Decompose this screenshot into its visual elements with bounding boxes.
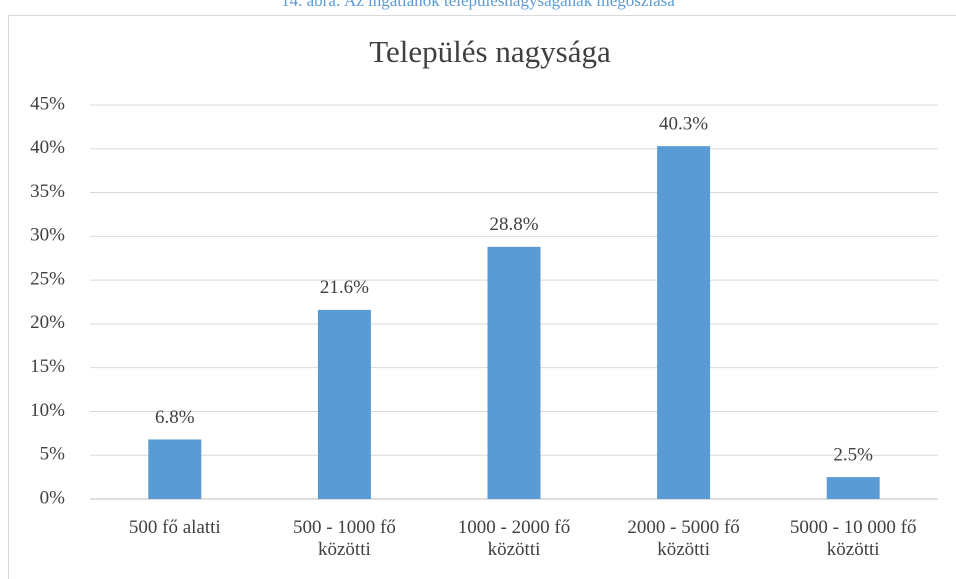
data-label: 21.6%	[320, 277, 369, 298]
y-tick-label: 5%	[40, 444, 66, 465]
data-label: 6.8%	[155, 407, 195, 428]
x-tick-label: 500 fő alatti	[128, 517, 221, 538]
x-tick-label: 5000 - 10 000 fő közötti	[789, 517, 917, 560]
y-tick-label: 30%	[30, 225, 65, 246]
y-tick-label: 45%	[30, 93, 65, 114]
y-tick-label: 0%	[40, 487, 66, 508]
x-tick-label: 2000 - 5000 fő közötti	[627, 517, 740, 560]
bar	[487, 246, 541, 499]
chart-frame	[8, 15, 956, 579]
bar	[826, 477, 880, 499]
y-tick-label: 40%	[30, 137, 65, 158]
x-tick-label: 1000 - 2000 fő közötti	[457, 517, 571, 560]
bar	[148, 439, 202, 499]
bar	[657, 146, 711, 499]
y-tick-label: 10%	[30, 400, 65, 421]
x-tick-label: 500 - 1000 fő közötti	[292, 517, 396, 560]
data-label: 40.3%	[659, 114, 708, 135]
figure-caption: 14. ábra: Az ingatlanok településnagyság…	[281, 0, 675, 10]
chart-title: Település nagysága	[369, 34, 611, 69]
data-label: 28.8%	[489, 214, 538, 235]
y-tick-label: 15%	[30, 356, 65, 377]
y-tick-label: 20%	[30, 312, 65, 333]
y-tick-label: 35%	[30, 181, 65, 202]
data-label: 2.5%	[833, 444, 873, 465]
bar	[317, 309, 371, 499]
y-tick-label: 25%	[30, 268, 65, 289]
